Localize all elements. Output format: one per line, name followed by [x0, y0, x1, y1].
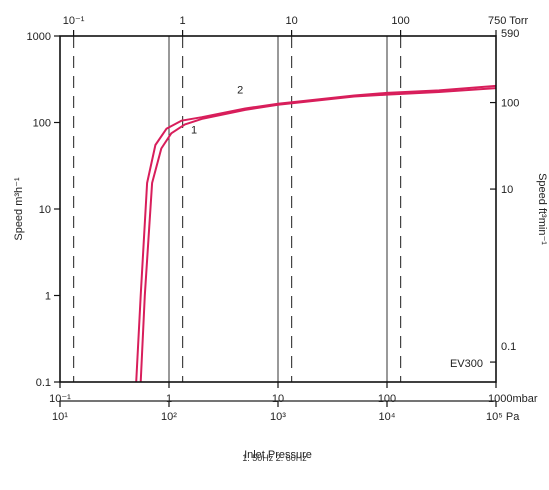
pa-tick-label-1: 10² — [161, 411, 177, 423]
mbar-tick-label-3: 100 — [378, 393, 396, 405]
y-left-axis-title: Speed m³h⁻¹ — [13, 177, 25, 241]
pa-tick-label-0: 10¹ — [52, 411, 68, 423]
pa-tick-label-4: 10⁵ Pa — [486, 411, 520, 423]
curve-annotation-1: 1 — [191, 124, 197, 136]
left-tick-label-3: 100 — [33, 118, 51, 130]
axis-ticks — [54, 30, 497, 407]
right-tick-label-2: 100 — [501, 98, 519, 110]
curve-1 — [139, 87, 497, 383]
torr-tick-label-2: 10 — [285, 15, 297, 27]
left-tick-label-2: 10 — [39, 204, 51, 216]
x-axis-title: Inlet Pressure — [244, 449, 312, 461]
torr-tick-label-4: 750 Torr — [488, 15, 528, 27]
axis-labels: 1 2 0.1 1 10 100 1000 0.1 10 100 590 10⁻¹ 1 10 100 750 … — [27, 15, 538, 423]
chart-caption: 1. 50Hz 2. 60Hz — [242, 453, 307, 463]
right-tick-label-3: 590 — [501, 28, 519, 40]
pa-tick-label-2: 10³ — [270, 411, 286, 423]
mbar-tick-label-4: 1000mbar — [488, 393, 538, 405]
mbar-tick-label-2: 10 — [272, 393, 284, 405]
left-tick-label-4: 1000 — [27, 31, 51, 43]
speed-curves — [135, 84, 497, 383]
model-label: EV300 — [450, 358, 483, 370]
torr-tick-label-0: 10⁻¹ — [63, 15, 85, 27]
torr-tick-label-1: 1 — [180, 15, 186, 27]
left-tick-label-0: 0.1 — [36, 377, 51, 389]
y-right-axis-title: Speed ft³min⁻¹ — [536, 173, 548, 245]
mbar-tick-label-0: 10⁻¹ — [49, 393, 71, 405]
torr-tick-label-3: 100 — [391, 15, 409, 27]
right-tick-label-1: 10 — [501, 184, 513, 196]
right-tick-label-0: 0.1 — [501, 341, 516, 353]
pa-tick-label-3: 10⁴ — [379, 411, 396, 423]
mbar-tick-label-1: 1 — [166, 393, 172, 405]
curve-annotation-2: 2 — [237, 85, 243, 97]
curve-2 — [135, 84, 497, 383]
left-tick-label-1: 1 — [45, 291, 51, 303]
